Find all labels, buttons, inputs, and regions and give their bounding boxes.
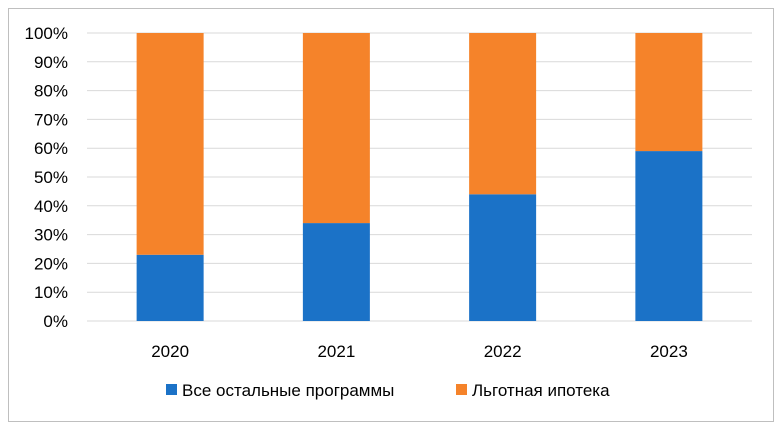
legend-label-preferential-mortgage: Льготная ипотека — [472, 381, 610, 400]
bar-segment-2022-preferential-mortgage — [469, 33, 537, 195]
y-tick-label: 80% — [34, 82, 68, 101]
bar-segment-2023-preferential-mortgage — [635, 33, 703, 152]
bar-segment-2020-other-programs — [136, 254, 204, 321]
y-tick-label: 90% — [34, 53, 68, 72]
bars — [136, 33, 703, 321]
legend-swatch-preferential-mortgage — [456, 384, 467, 395]
legend-swatch-other-programs — [166, 384, 177, 395]
bar-segment-2020-preferential-mortgage — [136, 33, 204, 255]
bar-segment-2023-other-programs — [635, 151, 703, 321]
x-tick-label: 2020 — [151, 342, 189, 361]
y-tick-label: 100% — [25, 24, 68, 43]
bar-segment-2021-other-programs — [302, 223, 370, 321]
x-tick-label: 2023 — [650, 342, 688, 361]
y-tick-label: 60% — [34, 139, 68, 158]
y-tick-label: 10% — [34, 283, 68, 302]
y-tick-label: 50% — [34, 168, 68, 187]
y-tick-label: 70% — [34, 110, 68, 129]
y-axis-ticks: 0% 10% 20% 30% 40% 50% 60% 70% 80% 90% 100% — [25, 24, 68, 331]
bar-segment-2021-preferential-mortgage — [302, 33, 370, 224]
y-tick-label: 20% — [34, 254, 68, 273]
y-tick-label: 40% — [34, 197, 68, 216]
x-tick-label: 2022 — [484, 342, 522, 361]
x-axis-ticks: 2020 2021 2022 2023 — [151, 342, 688, 361]
y-tick-label: 30% — [34, 226, 68, 245]
x-tick-label: 2021 — [317, 342, 355, 361]
legend: Все остальные программы Льготная ипотека — [166, 381, 610, 400]
y-tick-label: 0% — [43, 312, 68, 331]
bar-segment-2022-other-programs — [469, 194, 537, 321]
legend-label-other-programs: Все остальные программы — [182, 381, 394, 400]
